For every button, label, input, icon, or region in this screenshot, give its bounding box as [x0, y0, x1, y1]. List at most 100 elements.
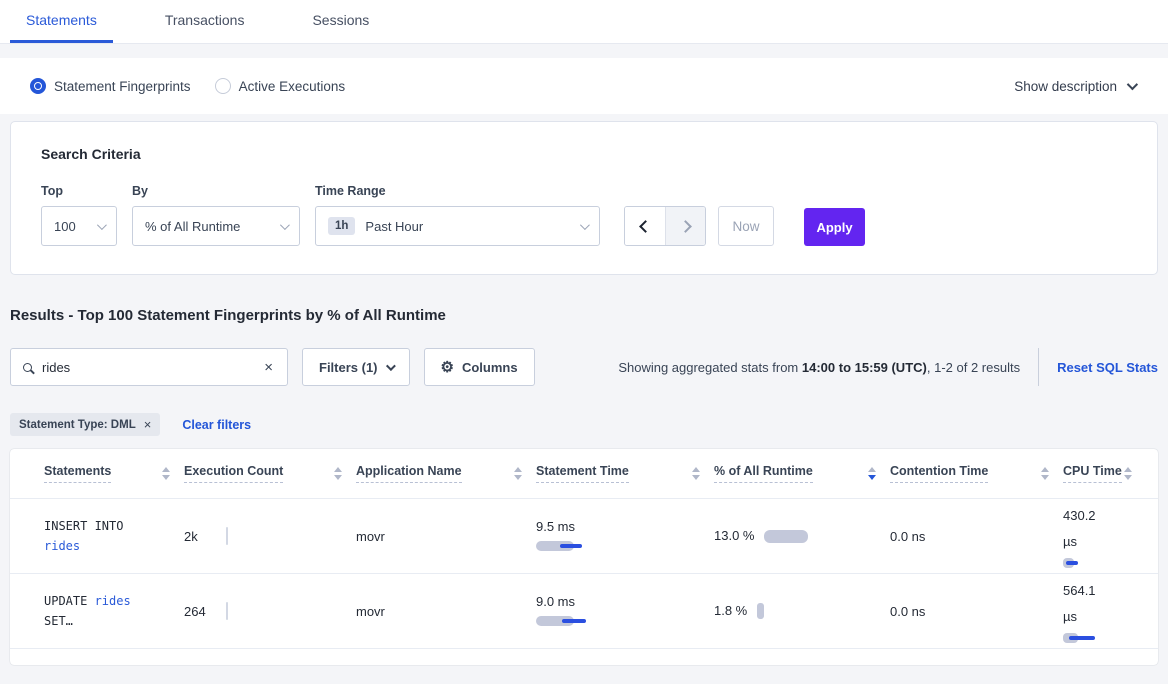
- sort-icon[interactable]: [1124, 467, 1132, 480]
- top-field-label: Top: [41, 184, 63, 198]
- percent-runtime-value: 1.8 %: [714, 603, 748, 618]
- next-time-button[interactable]: [665, 207, 705, 245]
- column-label: Application Name: [356, 464, 462, 483]
- remove-filter-icon[interactable]: ×: [143, 417, 152, 432]
- tab-sessions-label: Sessions: [312, 12, 370, 28]
- radio-active-executions[interactable]: Active Executions: [214, 78, 345, 94]
- execution-count-bar: [226, 527, 228, 545]
- tab-sessions[interactable]: Sessions: [296, 0, 385, 43]
- tab-transactions-label: Transactions: [164, 12, 245, 28]
- contention-time-cell: 0.0 ns: [890, 603, 926, 619]
- filter-chip-statement-type: Statement Type: DML ×: [10, 413, 161, 436]
- column-label: CPU Time: [1063, 464, 1122, 483]
- column-header-statement-time[interactable]: Statement Time: [536, 464, 714, 483]
- chevron-down-icon: [279, 219, 290, 230]
- sort-icon[interactable]: [334, 467, 342, 480]
- search-input[interactable]: [42, 359, 263, 375]
- column-header-execution-count[interactable]: Execution Count: [184, 464, 356, 483]
- columns-button-label: Columns: [461, 359, 518, 375]
- execution-count-cell: 264: [184, 602, 356, 620]
- percent-runtime-bar: [764, 529, 809, 543]
- time-step-buttons: [624, 206, 706, 246]
- cpu-time-value: 564.1 µs: [1063, 582, 1096, 624]
- table-controls: × Filters (1) ⚙ Columns Showing aggregat…: [10, 348, 1158, 386]
- tab-statements[interactable]: Statements: [10, 0, 113, 43]
- chevron-down-icon: [579, 219, 590, 230]
- radio-selected-icon[interactable]: [30, 78, 46, 94]
- by-select[interactable]: % of All Runtime: [132, 206, 300, 246]
- table-row[interactable]: UPDATE rides SET… 264 movr 9.0 ms 1.8 % …: [10, 574, 1158, 649]
- reset-sql-stats-link[interactable]: Reset SQL Stats: [1057, 359, 1158, 375]
- statements-table: Statements Execution Count Application N…: [10, 449, 1158, 665]
- sort-icon[interactable]: [1041, 467, 1049, 480]
- statement-fingerprint-link[interactable]: rides: [94, 594, 131, 608]
- percent-runtime-cell: 1.8 %: [714, 598, 890, 624]
- statement-cell: UPDATE rides SET…: [44, 591, 184, 631]
- columns-button[interactable]: ⚙ Columns: [423, 348, 535, 386]
- column-header-statements[interactable]: Statements: [44, 464, 184, 483]
- now-button[interactable]: Now: [718, 206, 774, 246]
- time-range-value: Past Hour: [365, 218, 424, 234]
- execution-count-cell: 2k: [184, 527, 356, 545]
- statement-fingerprint-link[interactable]: rides: [44, 539, 81, 553]
- statement-time-cell: 9.0 ms: [536, 594, 714, 628]
- time-range-field: Time Range 1h Past Hour: [315, 184, 600, 246]
- radio-statement-fingerprints-label: Statement Fingerprints: [54, 78, 191, 94]
- clear-filters-link[interactable]: Clear filters: [182, 417, 252, 432]
- show-description-toggle[interactable]: Show description: [1014, 78, 1139, 94]
- chevron-right-icon: [679, 219, 692, 233]
- statement-search-box[interactable]: ×: [10, 348, 288, 386]
- statement-text: UPDATE: [44, 594, 95, 608]
- sort-icon[interactable]: [514, 467, 522, 480]
- top-select-value: 100: [54, 218, 76, 234]
- view-mode-bar: Statement Fingerprints Active Executions…: [0, 58, 1168, 114]
- clear-search-icon[interactable]: ×: [264, 358, 273, 376]
- execution-count-bar: [226, 602, 228, 620]
- top-select[interactable]: 100: [41, 206, 117, 246]
- statement-time-bar: [536, 540, 592, 553]
- sort-icon[interactable]: [692, 467, 700, 480]
- column-header-contention-time[interactable]: Contention Time: [890, 464, 1063, 483]
- search-criteria-panel: Search Criteria Top 100 By % of All Runt…: [10, 121, 1158, 275]
- by-select-value: % of All Runtime: [145, 218, 241, 234]
- statement-time-value: 9.0 ms: [536, 594, 576, 609]
- application-name-cell: movr: [356, 603, 385, 619]
- percent-runtime-value: 13.0 %: [714, 528, 755, 543]
- apply-button[interactable]: Apply: [804, 208, 865, 246]
- percent-runtime-cell: 13.0 %: [714, 523, 890, 549]
- status-time-range: 14:00 to 15:59 (UTC): [801, 359, 927, 375]
- column-header-application-name[interactable]: Application Name: [356, 464, 536, 483]
- by-field-label: By: [132, 184, 148, 198]
- previous-time-button[interactable]: [625, 207, 665, 245]
- results-status-text: Showing aggregated stats from 14:00 to 1…: [618, 360, 1020, 375]
- table-row[interactable]: INSERT INTO rides 2k movr 9.5 ms 13.0 % …: [10, 499, 1158, 574]
- column-header-cpu-time[interactable]: CPU Time: [1063, 464, 1146, 483]
- sort-icon-active-desc[interactable]: [868, 467, 876, 480]
- radio-statement-fingerprints[interactable]: Statement Fingerprints: [30, 78, 191, 94]
- search-icon: [23, 362, 32, 372]
- filters-button[interactable]: Filters (1): [302, 348, 410, 386]
- statement-text: SET…: [44, 614, 73, 628]
- time-range-select[interactable]: 1h Past Hour: [315, 206, 600, 246]
- execution-count-value: 2k: [184, 528, 198, 544]
- statement-time-cell: 9.5 ms: [536, 519, 714, 553]
- sort-icon[interactable]: [162, 467, 170, 480]
- statement-time-bar: [536, 615, 592, 628]
- column-header-percent-runtime[interactable]: % of All Runtime: [714, 464, 890, 483]
- chevron-left-icon: [638, 219, 652, 233]
- show-description-label: Show description: [1014, 78, 1117, 94]
- cpu-time-value: 430.2 µs: [1063, 507, 1096, 549]
- time-range-label: Time Range: [315, 184, 386, 198]
- radio-unselected-icon[interactable]: [214, 78, 231, 94]
- results-heading: Results - Top 100 Statement Fingerprints…: [10, 307, 446, 324]
- top-tab-bar: Statements Transactions Sessions: [0, 0, 1168, 44]
- statement-text: INSERT INTO: [44, 519, 124, 533]
- top-field: Top 100: [41, 184, 117, 246]
- statement-cell: INSERT INTO rides: [44, 516, 184, 556]
- tab-transactions[interactable]: Transactions: [149, 0, 261, 43]
- execution-count-value: 264: [184, 603, 206, 619]
- column-label: % of All Runtime: [714, 464, 813, 483]
- contention-time-cell: 0.0 ns: [890, 528, 926, 544]
- statement-time-value: 9.5 ms: [536, 519, 576, 534]
- cpu-time-cell: 430.2 µs: [1063, 503, 1146, 570]
